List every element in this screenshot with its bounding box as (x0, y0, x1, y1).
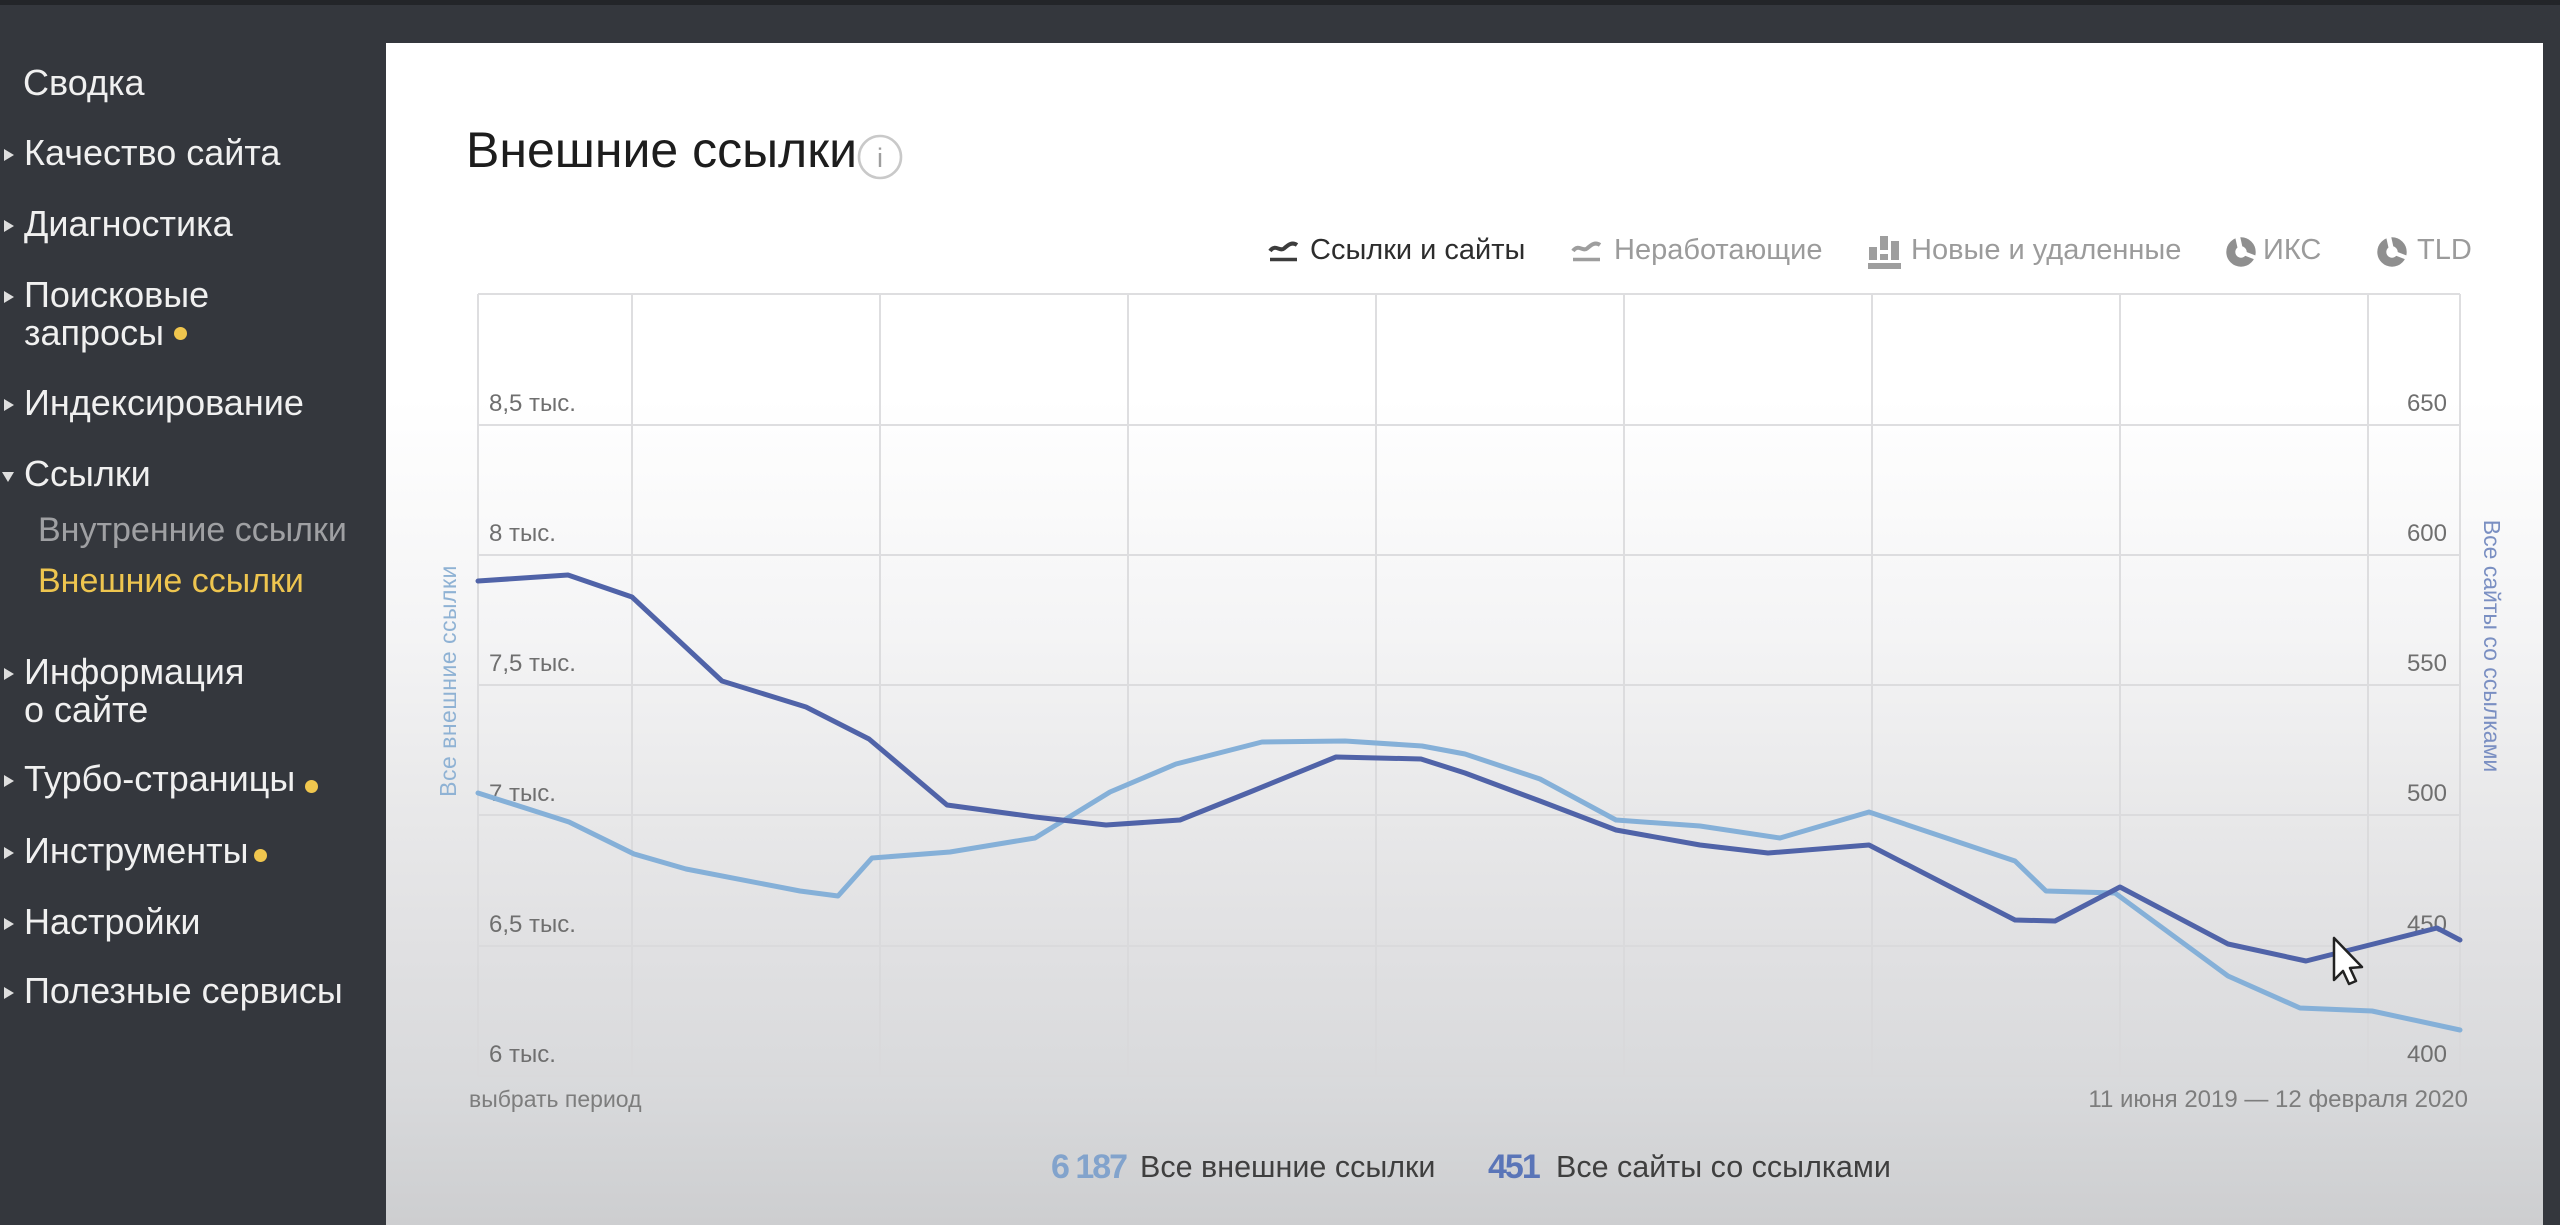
svg-text:600: 600 (2407, 520, 2447, 547)
svg-text:выбрать период: выбрать период (469, 1086, 642, 1112)
svg-text:7 тыс.: 7 тыс. (489, 780, 556, 807)
svg-text:650: 650 (2407, 390, 2447, 417)
svg-text:Все сайты со ссылками: Все сайты со ссылками (2479, 520, 2505, 773)
svg-text:550: 550 (2407, 650, 2447, 677)
svg-text:7,5 тыс.: 7,5 тыс. (489, 650, 576, 677)
svg-text:500: 500 (2407, 780, 2447, 807)
svg-text:11 июня 2019 — 12 февраля 2020: 11 июня 2019 — 12 февраля 2020 (2088, 1086, 2468, 1113)
svg-text:Все внешние ссылки: Все внешние ссылки (435, 565, 461, 797)
svg-text:6,5 тыс.: 6,5 тыс. (489, 911, 576, 938)
svg-text:Все внешние ссылки: Все внешние ссылки (1140, 1150, 1435, 1184)
svg-text:Все сайты со ссылками: Все сайты со ссылками (1556, 1150, 1891, 1184)
svg-text:6 187: 6 187 (1051, 1148, 1127, 1186)
svg-text:400: 400 (2407, 1041, 2447, 1068)
svg-text:451: 451 (1488, 1148, 1540, 1186)
svg-text:6 тыс.: 6 тыс. (489, 1041, 556, 1068)
svg-text:8,5 тыс.: 8,5 тыс. (489, 390, 576, 417)
svg-text:8 тыс.: 8 тыс. (489, 520, 556, 547)
svg-text:i: i (877, 143, 883, 173)
